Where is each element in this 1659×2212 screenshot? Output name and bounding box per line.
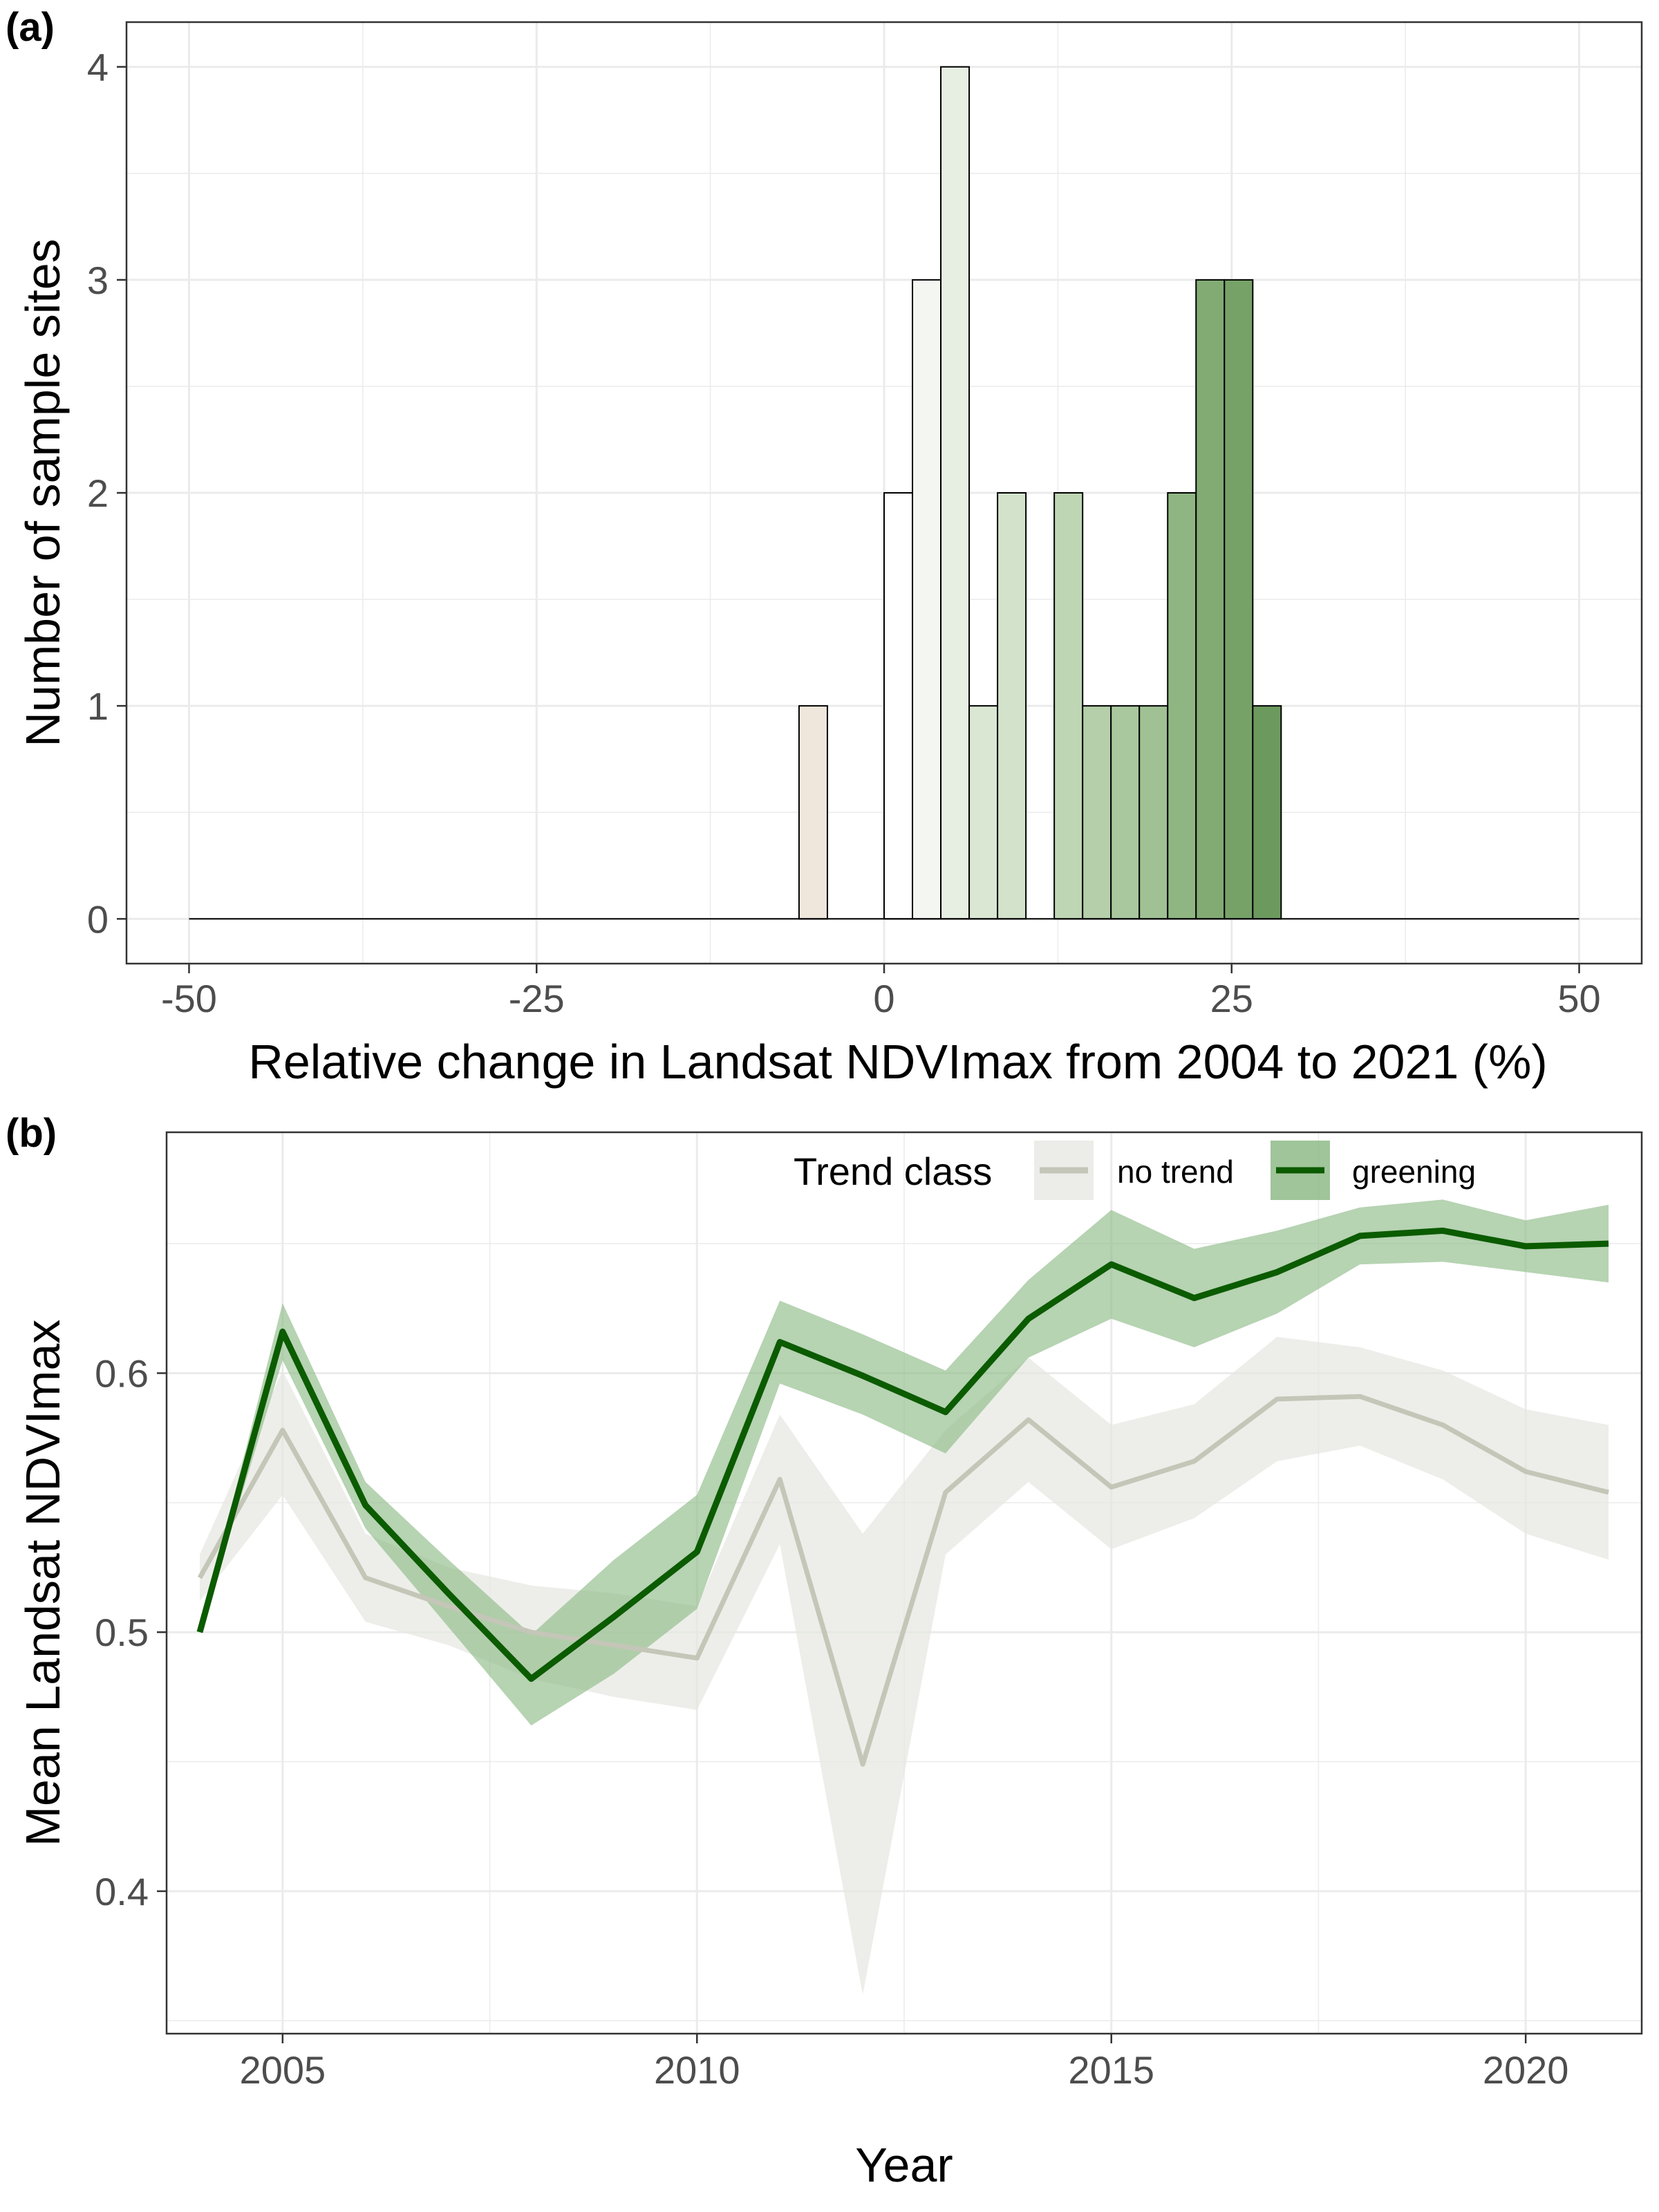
legend-title: Trend class (794, 1150, 992, 1193)
histogram-bar (1252, 705, 1282, 920)
y-axis-title: Mean Landsat NDVImax (16, 1320, 70, 1847)
x-tick-label: 2015 (1068, 2048, 1154, 2092)
legend-label: no trend (1117, 1154, 1234, 1190)
histogram-bar (912, 279, 942, 920)
x-tick-label: -25 (509, 977, 565, 1020)
x-tick-label: 0 (873, 977, 894, 1020)
x-ticks: -50 -25 0 25 50 (161, 964, 1601, 1020)
y-tick-label: 2 (87, 471, 109, 515)
histogram-bar (883, 492, 914, 920)
confidence-band (200, 1337, 1609, 1995)
series-line (196, 1227, 1609, 1683)
y-ticks: 0 1 2 3 4 (87, 46, 126, 941)
x-ticks: 2005 2010 2015 2020 (240, 2034, 1569, 2092)
x-tick-label: 2010 (654, 2048, 740, 2092)
y-tick-label: 3 (87, 259, 109, 302)
histogram-bar (968, 705, 999, 920)
histogram-bar (1195, 279, 1226, 920)
histogram-bar (1082, 705, 1112, 920)
x-tick-label: 2020 (1483, 2048, 1569, 2092)
histogram-bar (1138, 705, 1169, 920)
y-tick-label: 0.6 (95, 1351, 149, 1395)
histogram-bar (1053, 492, 1084, 920)
legend: Trend class no trend greening (794, 1141, 1476, 1200)
y-tick-label: 0.4 (95, 1870, 149, 1913)
y-tick-label: 0.5 (95, 1611, 149, 1654)
histogram-bar (1110, 705, 1141, 920)
histogram-bar (1224, 279, 1254, 920)
x-tick-label: -50 (161, 977, 217, 1020)
y-tick-label: 0 (87, 897, 109, 941)
x-tick-label: 2005 (240, 2048, 326, 2092)
bars (798, 66, 1282, 920)
panel-label-a: (a) (6, 5, 55, 50)
series-lines (196, 1227, 1609, 1767)
histogram-chart: -50 -25 0 25 50 0 1 2 3 4 Relative change in Lan… (16, 21, 1643, 1089)
histogram-bar (798, 705, 828, 920)
y-tick-label: 4 (87, 46, 109, 89)
confidence-bands (200, 1199, 1609, 1995)
y-tick-label: 1 (87, 684, 109, 728)
x-tick-label: 50 (1557, 977, 1600, 1020)
panel-label-b: (b) (6, 1111, 57, 1156)
line-chart: 2005 2010 2015 2020 0.4 0.5 0.6 Year Mean Lan… (16, 1131, 1643, 2192)
y-axis-title: Number of sample sites (16, 238, 70, 747)
panel-border (165, 1131, 1643, 2035)
x-tick-label: 25 (1210, 977, 1253, 1020)
x-axis-title: Year (855, 2138, 953, 2192)
series-line (197, 1394, 1609, 1767)
legend-label: greening (1352, 1154, 1476, 1190)
confidence-band (200, 1199, 1609, 1726)
x-axis-title: Relative change in Landsat NDVImax from … (248, 1035, 1547, 1089)
histogram-bar (997, 492, 1027, 920)
histogram-bar (940, 66, 971, 920)
y-ticks: 0.4 0.5 0.6 (95, 1351, 167, 1913)
histogram-bar (1167, 492, 1197, 920)
